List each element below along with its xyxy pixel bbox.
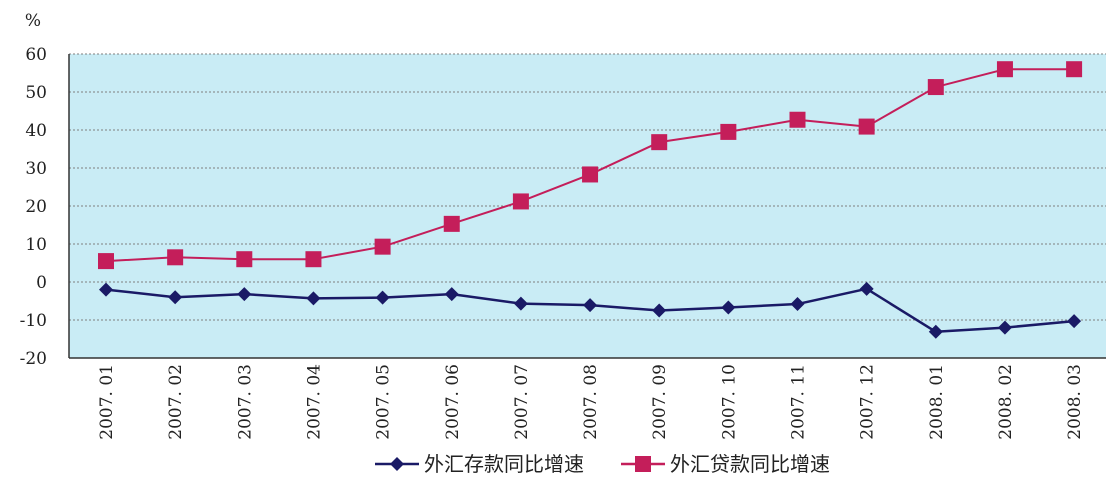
data-point-1-1 (167, 249, 184, 266)
series-0 (99, 281, 1082, 339)
legend-label-0: 外汇存款同比增速 (424, 452, 584, 476)
data-point-0-13 (997, 320, 1012, 335)
x-tick-label: 2007. 07 (512, 364, 532, 440)
x-tick-label: 2007. 01 (97, 364, 117, 440)
data-point-0-10 (790, 297, 805, 312)
data-point-0-9 (721, 300, 736, 315)
x-tick-label: 2008. 03 (1065, 364, 1085, 440)
y-tick-label: 20 (25, 197, 47, 217)
x-tick-label: 2008. 01 (927, 364, 947, 440)
series-1 (98, 61, 1083, 270)
y-tick-label: 50 (25, 83, 47, 103)
y-tick-label: 60 (25, 45, 47, 65)
data-point-1-5 (443, 215, 460, 232)
data-point-0-6 (513, 296, 528, 311)
x-tick-label: 2007. 11 (789, 364, 809, 440)
data-point-1-9 (720, 123, 737, 140)
data-point-1-11 (858, 118, 875, 135)
x-tick-label: 2007. 05 (374, 364, 394, 440)
y-axis-ticks: 60 50 40 30 20 10 0 -10 -20 (20, 45, 47, 369)
data-point-0-5 (444, 287, 459, 302)
data-point-1-12 (927, 79, 944, 96)
data-point-1-4 (374, 238, 391, 255)
y-tick-label: 40 (25, 121, 47, 141)
data-point-1-8 (651, 134, 668, 151)
data-point-1-10 (789, 111, 806, 128)
data-point-0-1 (168, 290, 183, 305)
data-point-0-3 (306, 291, 321, 306)
x-tick-label: 2007. 09 (650, 364, 670, 440)
data-point-1-13 (996, 61, 1013, 78)
x-tick-label: 2007. 04 (304, 364, 324, 440)
data-point-0-0 (99, 282, 113, 297)
y-tick-label: 30 (25, 159, 47, 179)
legend-marker-1 (635, 456, 651, 472)
legend-marker-0 (390, 457, 404, 471)
data-point-1-14 (1066, 61, 1083, 78)
data-point-0-11 (859, 281, 874, 296)
legend-item-1: 外汇贷款同比增速 (621, 452, 830, 476)
x-tick-label: 2007. 02 (166, 364, 186, 440)
data-point-1-2 (236, 251, 253, 268)
y-tick-label: -20 (20, 349, 47, 369)
x-tick-label: 2007. 03 (235, 364, 255, 440)
y-axis-unit-label: % (25, 11, 41, 31)
x-tick-label: 2008. 02 (996, 364, 1016, 440)
x-tick-label: 2007. 12 (858, 364, 878, 440)
data-point-0-7 (583, 298, 598, 313)
y-tick-label: -10 (20, 311, 47, 331)
legend-item-0: 外汇存款同比增速 (375, 452, 584, 476)
data-point-1-3 (305, 251, 322, 268)
data-point-0-12 (928, 324, 943, 339)
legend: 外汇存款同比增速 外汇贷款同比增速 (375, 452, 830, 476)
series-layer (98, 61, 1083, 339)
data-point-0-14 (1067, 314, 1082, 329)
x-tick-label: 2007. 06 (443, 364, 463, 440)
data-point-0-2 (237, 287, 252, 302)
data-point-1-0 (98, 253, 114, 270)
data-point-0-8 (652, 303, 667, 318)
x-axis-ticks: 2007. 01 2007. 02 2007. 03 2007. 04 2007. 05… (97, 364, 1085, 440)
y-tick-label: 10 (25, 235, 47, 255)
y-tick-label: 0 (36, 273, 47, 293)
data-point-1-6 (512, 193, 529, 210)
x-tick-label: 2007. 08 (581, 364, 601, 440)
data-point-0-4 (375, 290, 390, 305)
legend-label-1: 外汇贷款同比增速 (670, 452, 830, 476)
x-tick-label: 2007. 10 (719, 364, 739, 440)
data-point-1-7 (582, 166, 599, 183)
